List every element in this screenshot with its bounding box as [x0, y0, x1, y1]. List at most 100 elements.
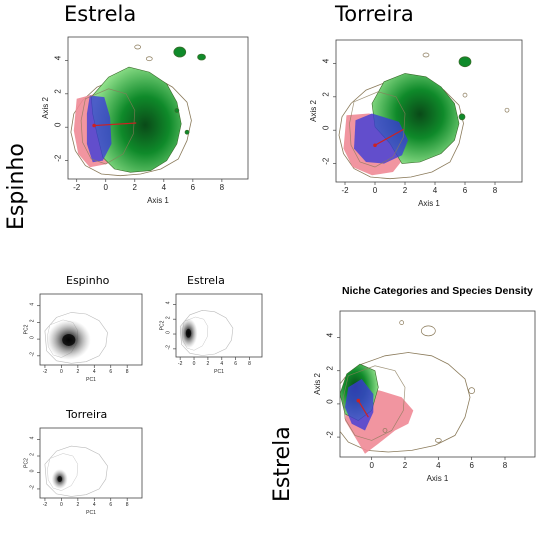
plot-frame: [335, 39, 523, 183]
x-tick-label: 2: [76, 502, 79, 508]
environment-outline: [340, 352, 471, 453]
niche-patch: [197, 53, 206, 61]
x-tick-label: 8: [503, 461, 508, 470]
density-peak: [62, 333, 76, 346]
plot-frame: [39, 427, 143, 499]
y-tick-label: 2: [54, 89, 63, 94]
plot-area: [70, 44, 206, 177]
centroid-shift-line: [357, 400, 369, 418]
niche-plot-estrela: -2 0 2 4 6 8 -2 0 2 4 Axis 1 Axis 2: [41, 36, 249, 205]
environment-outline: [179, 309, 234, 356]
x-tick-label: 8: [126, 369, 129, 375]
plot-frame: [39, 293, 143, 366]
plot-area: [44, 312, 108, 364]
y-tick-label: 4: [30, 303, 36, 306]
plot-frame: [175, 293, 263, 358]
overlap-area: [86, 95, 112, 163]
density-plot-torreira: -2 0 2 4 6 8 -2 0 2 4 PC1 PC2: [24, 427, 143, 516]
y-axis-label: Axis 2: [41, 97, 50, 119]
x-tick-label: 0: [193, 361, 196, 367]
x-axis-label: Axis 1: [147, 196, 169, 205]
x-tick-label: 2: [76, 369, 79, 375]
y-tick-label: 2: [30, 453, 36, 456]
niche-patch: [458, 56, 472, 68]
x-tick-label: 6: [469, 461, 474, 470]
x-tick-label: 6: [109, 369, 112, 375]
y-axis-label: Axis 2: [309, 100, 318, 122]
niche-patch: [420, 325, 436, 337]
density-peak: [57, 476, 63, 483]
density-peak: [185, 328, 192, 338]
centroid-point: [373, 143, 377, 148]
niche-patch: [382, 428, 388, 433]
plot-area: [179, 309, 234, 356]
x-tick-label: 6: [191, 183, 196, 192]
row-label-estrela: Estrela: [270, 426, 295, 502]
x-tick-label: 4: [433, 186, 438, 195]
y-tick-label: -2: [326, 431, 335, 439]
y-tick-label: -2: [30, 352, 36, 357]
x-tick-label: 2: [403, 186, 408, 195]
plot-frame: [67, 36, 249, 180]
y-tick-label: 4: [54, 55, 63, 60]
y-tick-label: 0: [326, 399, 335, 404]
x-tick-label: 6: [109, 502, 112, 508]
x-tick-label: 0: [369, 461, 374, 470]
x-tick-label: -2: [73, 183, 81, 192]
x-tick-label: 8: [248, 361, 251, 367]
chart-title-estrela: Estrela: [64, 2, 137, 26]
y-tick-label: 0: [30, 469, 36, 472]
x-tick-label: 0: [60, 369, 63, 375]
y-axis-label: Axis 2: [313, 373, 322, 395]
y-tick-label: 2: [166, 316, 172, 319]
x-axis-label: Axis 1: [427, 474, 449, 483]
chart-title-density-espinho: Espinho: [66, 274, 110, 287]
y-tick-label: 0: [166, 331, 172, 334]
plot-area: [340, 320, 476, 454]
x-tick-label: 2: [133, 183, 138, 192]
niche-plot-torreira-estrela: 0 2 4 6 8 -2 0 2 4 Axis 1 Axis 2: [313, 310, 536, 483]
niche-patch: [462, 92, 468, 98]
chart-title-torreira: Torreira: [335, 2, 414, 26]
niche-patch: [458, 113, 466, 121]
y-tick-label: 0: [54, 122, 63, 127]
x-tick-label: 8: [493, 186, 498, 195]
chart-title-density-estrela: Estrela: [187, 274, 225, 287]
niche-plot-torreira: -2 0 2 4 6 8 -2 0 2 4 Axis 1 Axis 2: [309, 39, 523, 208]
niche-patch: [174, 108, 180, 113]
y-axis-label: PC2: [24, 324, 30, 334]
x-axis-label: PC1: [86, 510, 96, 516]
niche-patch: [145, 56, 153, 62]
environment-outline: [44, 445, 108, 497]
x-tick-label: 6: [234, 361, 237, 367]
x-tick-label: -2: [43, 369, 48, 375]
niche-patch: [184, 129, 190, 135]
y-tick-label: 4: [166, 301, 172, 304]
y-tick-label: 2: [326, 366, 335, 371]
x-axis-label: PC1: [86, 377, 96, 383]
x-tick-label: 2: [207, 361, 210, 367]
overlap-area: [354, 113, 408, 164]
y-tick-label: 4: [30, 436, 36, 439]
y-tick-label: -2: [30, 485, 36, 490]
y-tick-label: 4: [322, 58, 331, 63]
x-axis-label: Axis 1: [418, 199, 440, 208]
niche-patch: [434, 438, 442, 443]
x-tick-label: -2: [43, 502, 48, 508]
niche-patch: [422, 52, 430, 58]
centroid-point: [356, 398, 361, 403]
y-tick-label: -2: [54, 154, 63, 162]
plot-area: [44, 445, 108, 497]
niche-patch: [399, 320, 405, 325]
environment-outline: [44, 312, 108, 364]
x-tick-label: 0: [60, 502, 63, 508]
centroid-shift-line: [94, 122, 137, 127]
y-tick-label: 2: [30, 319, 36, 322]
y-tick-label: -2: [322, 157, 331, 165]
x-tick-label: -2: [341, 186, 349, 195]
inner-outline: [80, 88, 136, 165]
chart-title-density-torreira: Torreira: [66, 408, 108, 421]
y-tick-label: 2: [322, 92, 331, 97]
inner-outline: [349, 91, 406, 168]
x-tick-label: 4: [220, 361, 223, 367]
